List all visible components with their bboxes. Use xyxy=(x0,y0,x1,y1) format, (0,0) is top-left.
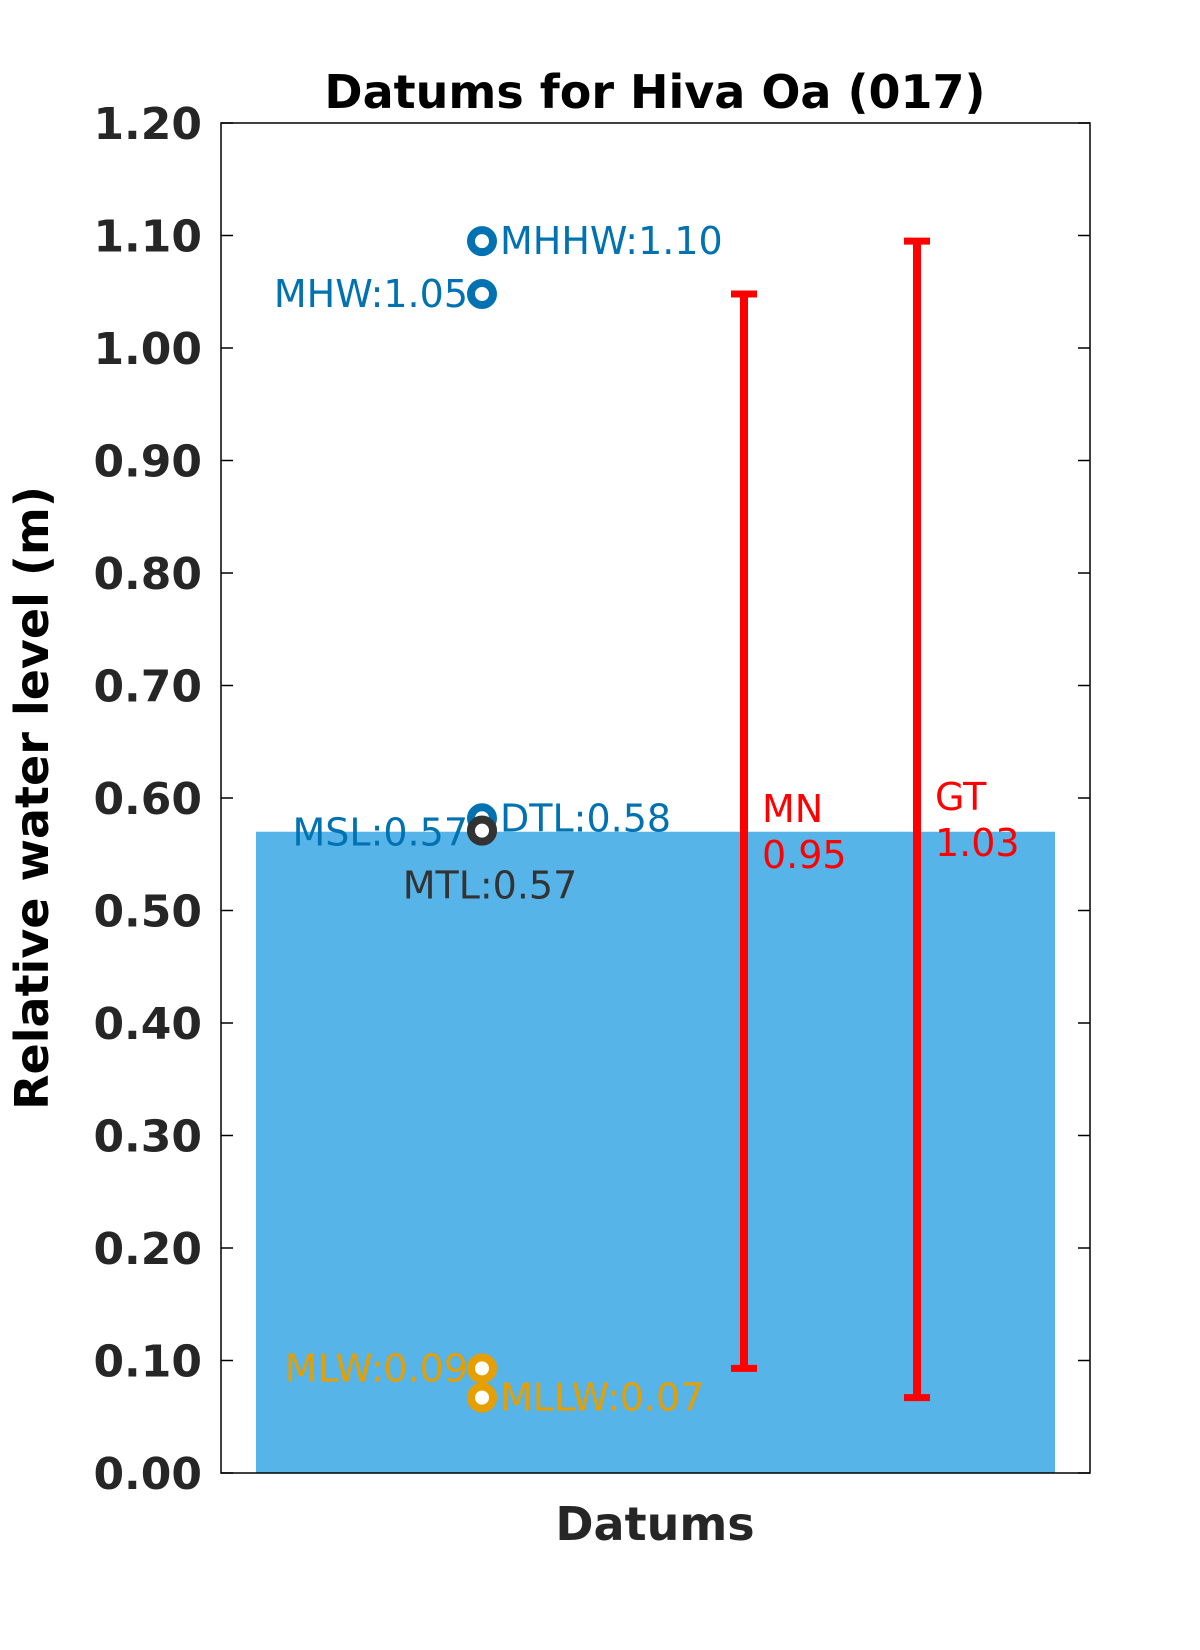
y-tick-label: 0.30 xyxy=(93,1112,202,1163)
datum-marker xyxy=(467,226,497,257)
datum-label: MSL:0.57 xyxy=(293,811,469,855)
x-axis-label: Datums xyxy=(555,1497,754,1551)
datum-marker xyxy=(467,279,497,309)
datum-label: MHHW:1.10 xyxy=(500,219,723,263)
y-tick-label: 1.10 xyxy=(93,212,202,263)
chart-title: Datums for Hiva Oa (017) xyxy=(324,65,985,119)
y-tick-label: 1.20 xyxy=(93,99,202,150)
datum-label: MTL:0.57 xyxy=(403,864,578,908)
y-tick-label: 0.80 xyxy=(93,549,202,600)
range-value-label: 0.95 xyxy=(762,833,847,877)
datum-marker xyxy=(467,1382,497,1413)
y-axis-label: Relative water level (m) xyxy=(5,486,59,1110)
msl-bar xyxy=(256,831,1055,1473)
y-tick-label: 0.50 xyxy=(93,887,202,938)
datum-label: MLW:0.09 xyxy=(285,1346,468,1390)
datum-label: MHW:1.05 xyxy=(274,272,468,316)
y-tick-label: 0.90 xyxy=(93,437,202,488)
y-tick-label: 1.00 xyxy=(93,324,202,375)
y-tick-label: 0.40 xyxy=(93,999,202,1050)
range-name-label: GT xyxy=(935,775,987,819)
y-tick-label: 0.20 xyxy=(93,1224,202,1275)
datum-label: DTL:0.58 xyxy=(500,796,671,840)
range-name-label: MN xyxy=(762,787,823,831)
y-tick-label: 0.00 xyxy=(93,1449,202,1500)
datum-marker xyxy=(467,1353,497,1384)
datum-marker xyxy=(467,815,497,846)
y-tick-label: 0.10 xyxy=(93,1337,202,1388)
range-value-label: 1.03 xyxy=(935,821,1020,865)
y-tick-label: 0.70 xyxy=(93,662,202,713)
y-tick-label: 0.60 xyxy=(93,774,202,825)
datum-label: MLLW:0.07 xyxy=(500,1376,704,1420)
